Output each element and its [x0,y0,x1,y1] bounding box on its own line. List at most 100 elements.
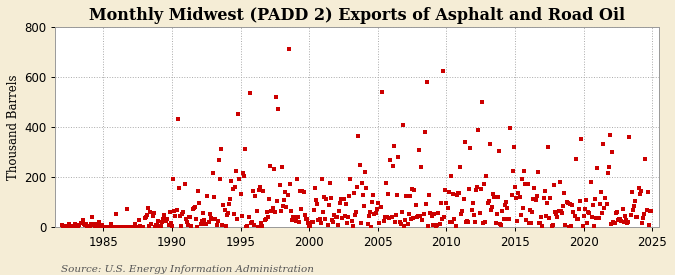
Point [221,213,232,217]
Point [144,224,155,228]
Point [369,212,380,216]
Point [386,215,397,219]
Point [161,219,171,224]
Point [387,164,398,168]
Point [147,214,158,218]
Point [178,210,189,215]
Point [190,216,201,221]
Point [394,220,405,225]
Point [541,214,551,218]
Point [219,208,230,213]
Point [427,222,438,227]
Point [238,171,248,175]
Point [449,217,460,221]
Point [439,214,450,219]
Point [320,217,331,221]
Point [159,213,169,217]
Point [211,223,222,227]
Point [529,186,540,190]
Point [467,201,478,205]
Point [423,224,433,228]
Point [338,197,349,201]
Point [188,206,199,210]
Point [101,225,111,229]
Point [317,210,328,214]
Point [512,219,522,223]
Point [129,225,140,229]
Point [251,209,262,213]
Point [329,213,340,217]
Point [145,210,156,214]
Point [183,223,194,227]
Point [78,222,89,226]
Point [218,203,229,207]
Point [70,222,80,227]
Point [198,218,209,222]
Point [434,221,445,226]
Point [635,188,646,193]
Point [388,144,399,148]
Point [271,95,281,99]
Point [475,211,485,215]
Point [96,223,107,228]
Point [556,211,567,215]
Point [298,189,309,194]
Point [345,177,356,181]
Point [114,225,125,229]
Point [362,222,373,226]
Point [246,221,256,225]
Point [273,107,284,112]
Point [162,217,173,221]
Point [76,221,87,225]
Point [416,165,427,169]
Point [620,218,631,222]
Point [597,142,608,146]
Point [590,197,601,201]
Point [101,225,112,229]
Point [275,209,286,213]
Point [368,193,379,197]
Point [615,217,626,222]
Point [208,171,219,175]
Point [352,185,362,189]
Point [287,218,298,222]
Point [485,208,496,212]
Point [597,211,608,216]
Point [646,209,657,213]
Point [86,214,97,219]
Point [400,218,410,222]
Point [528,197,539,202]
Point [422,80,433,84]
Point [463,219,474,224]
Point [384,216,395,220]
Point [516,177,527,182]
Point [325,196,336,200]
Point [307,220,318,224]
Point [533,170,543,174]
Point [429,222,440,227]
Point [500,200,511,205]
Point [321,196,332,201]
Point [93,220,104,224]
Point [569,214,580,218]
Point [243,215,254,219]
Point [284,182,295,186]
Point [350,213,360,217]
Point [595,190,606,194]
Point [227,187,238,191]
Point [645,208,655,213]
Point [104,225,115,229]
Point [488,192,499,196]
Point [612,218,623,222]
Point [485,142,495,147]
Point [638,216,649,220]
Point [177,212,188,216]
Point [340,213,350,218]
Point [122,207,133,211]
Point [297,189,308,193]
Point [84,223,95,228]
Point [328,219,339,224]
Point [105,225,115,229]
Point [631,215,642,219]
Point [113,225,124,229]
